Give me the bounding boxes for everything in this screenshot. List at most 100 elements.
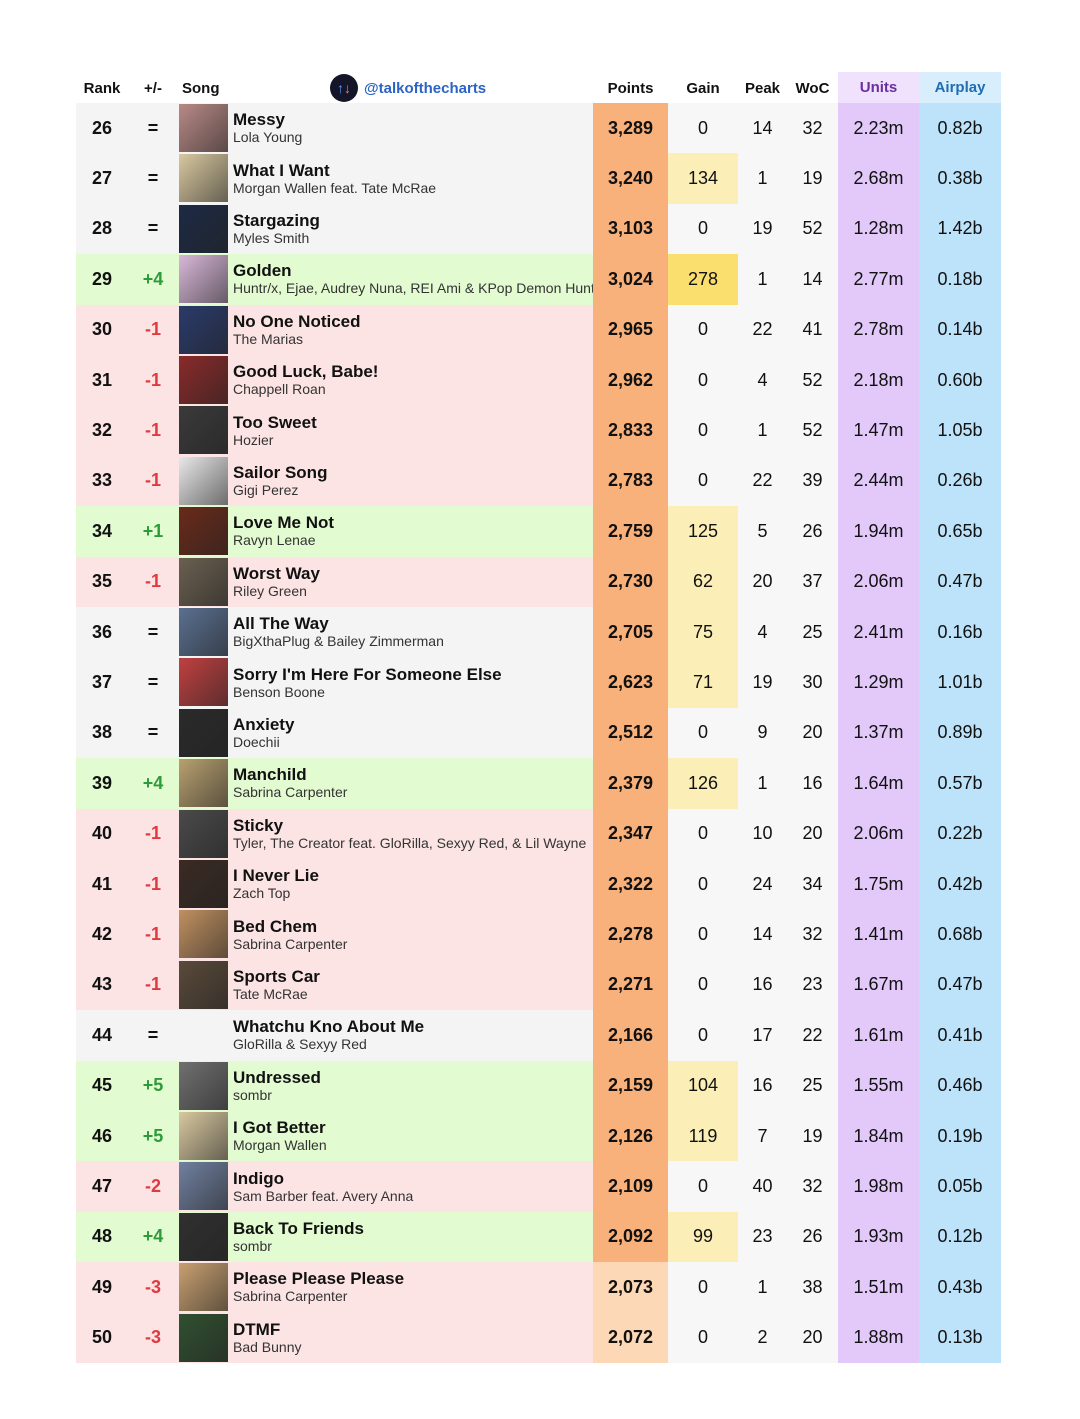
points: 2,278	[593, 909, 668, 960]
rank-change: =	[147, 672, 159, 693]
row-background	[76, 808, 593, 859]
song-cell: Whatchu Kno About Me GloRilla & Sexyy Re…	[233, 1010, 593, 1060]
gain: 0	[697, 420, 708, 441]
gain: 0	[697, 1327, 708, 1348]
peak: 5	[757, 520, 768, 541]
weeks-on-chart: 32	[802, 1176, 823, 1197]
rank: 34	[91, 520, 113, 541]
song-title: I Never Lie	[233, 866, 319, 886]
rank-change: =	[147, 117, 159, 138]
points: 2,072	[593, 1312, 668, 1363]
airplay: 0.47b	[919, 959, 1001, 1011]
table-row: 44 = Whatchu Kno About Me GloRilla & Sex…	[76, 1010, 1001, 1061]
handle[interactable]: @talkofthecharts	[364, 80, 487, 97]
rank-change: +1	[142, 520, 164, 541]
song-title: Undressed	[233, 1067, 321, 1087]
song-title: Manchild	[233, 765, 307, 785]
units: 1.94m	[838, 506, 919, 557]
song-cell: Sports Car Tate McRae	[233, 960, 593, 1010]
table-row: 33 -1 Sailor Song Gigi Perez 2,783 0 22 …	[76, 455, 1001, 507]
table-row: 42 -1 Bed Chem Sabrina Carpenter 2,278 0…	[76, 909, 1001, 960]
song-title: Golden	[233, 261, 292, 281]
header-airplay: Airplay	[919, 72, 1001, 103]
airplay: 0.38b	[919, 153, 1001, 204]
song-cell: Undressed sombr	[233, 1061, 593, 1111]
units: 2.78m	[838, 304, 919, 355]
units: 1.75m	[838, 859, 919, 910]
album-art-image	[179, 507, 228, 556]
gain: 71	[668, 657, 738, 708]
rank: 46	[91, 1125, 113, 1146]
rank: 39	[91, 772, 113, 793]
rank-change: -3	[144, 1276, 161, 1297]
points: 2,730	[593, 556, 668, 607]
stats-background	[668, 959, 838, 1011]
points: 2,623	[593, 657, 668, 708]
rank-change: -1	[144, 319, 161, 340]
units: 2.44m	[838, 455, 919, 507]
weeks-on-chart: 30	[802, 672, 823, 693]
row-background	[76, 859, 593, 910]
stats-background	[668, 1262, 838, 1313]
row-background	[76, 1312, 593, 1363]
gain: 119	[668, 1111, 738, 1162]
album-art-image	[179, 658, 228, 707]
weeks-on-chart: 22	[802, 1024, 823, 1045]
peak: 1	[757, 168, 768, 189]
units: 2.06m	[838, 556, 919, 607]
song-cell: Back To Friends sombr	[233, 1212, 593, 1262]
units: 1.41m	[838, 909, 919, 960]
rank: 27	[91, 168, 113, 189]
song-cell: Sticky Tyler, The Creator feat. GloRilla…	[233, 809, 593, 859]
song-cell: I Got Better Morgan Wallen	[233, 1111, 593, 1161]
song-title: All The Way	[233, 614, 329, 634]
airplay: 0.68b	[919, 909, 1001, 960]
weeks-on-chart: 23	[802, 974, 823, 995]
rank-change: -1	[144, 369, 161, 390]
table-row: 32 -1 Too Sweet Hozier 2,833 0 1 52 1.47…	[76, 405, 1001, 456]
rank: 47	[91, 1176, 113, 1197]
song-title: Sailor Song	[233, 462, 328, 482]
table-row: 36 = All The Way BigXthaPlug & Bailey Zi…	[76, 607, 1001, 658]
points: 2,379	[593, 758, 668, 809]
row-background	[76, 203, 593, 255]
song-title: Messy	[233, 110, 285, 130]
weeks-on-chart: 41	[802, 319, 823, 340]
header-units: Units	[838, 72, 919, 103]
table-row: 40 -1 Sticky Tyler, The Creator feat. Gl…	[76, 808, 1001, 859]
gain: 0	[697, 722, 708, 743]
points: 2,512	[593, 707, 668, 759]
peak: 1	[757, 772, 768, 793]
points: 2,126	[593, 1111, 668, 1162]
units: 1.64m	[838, 758, 919, 809]
song-cell: Sailor Song Gigi Perez	[233, 456, 593, 506]
album-art-image	[179, 1212, 228, 1261]
units: 1.67m	[838, 959, 919, 1011]
gain: 125	[668, 506, 738, 557]
rank: 45	[91, 1075, 113, 1096]
album-art-image	[179, 255, 228, 304]
table-row: 30 -1 No One Noticed The Marias 2,965 0 …	[76, 304, 1001, 355]
table-row: 35 -1 Worst Way Riley Green 2,730 62 20 …	[76, 556, 1001, 607]
album-art-image	[179, 759, 228, 808]
song-cell: Love Me Not Ravyn Lenae	[233, 506, 593, 556]
gain: 104	[668, 1060, 738, 1111]
stats-background	[668, 1312, 838, 1363]
points: 2,833	[593, 405, 668, 456]
row-background	[76, 1161, 593, 1212]
row-background	[76, 657, 593, 708]
stats-background	[668, 859, 838, 910]
peak: 22	[752, 470, 773, 491]
rank: 40	[91, 823, 113, 844]
song-title: Indigo	[233, 1168, 284, 1188]
row-background	[76, 103, 593, 154]
chart-table: Rank +/- Song ↑ ↓ @talkofthecharts Points…	[76, 72, 1001, 1363]
rank-change: -1	[144, 974, 161, 995]
song-artist: Morgan Wallen feat. Tate McRae	[233, 179, 437, 196]
stats-background	[668, 103, 838, 154]
stats-background	[668, 355, 838, 406]
song-artist: GloRilla & Sexyy Red	[233, 1036, 367, 1053]
rank-change: =	[147, 168, 159, 189]
row-background	[76, 1211, 593, 1263]
row-background	[76, 1262, 593, 1313]
